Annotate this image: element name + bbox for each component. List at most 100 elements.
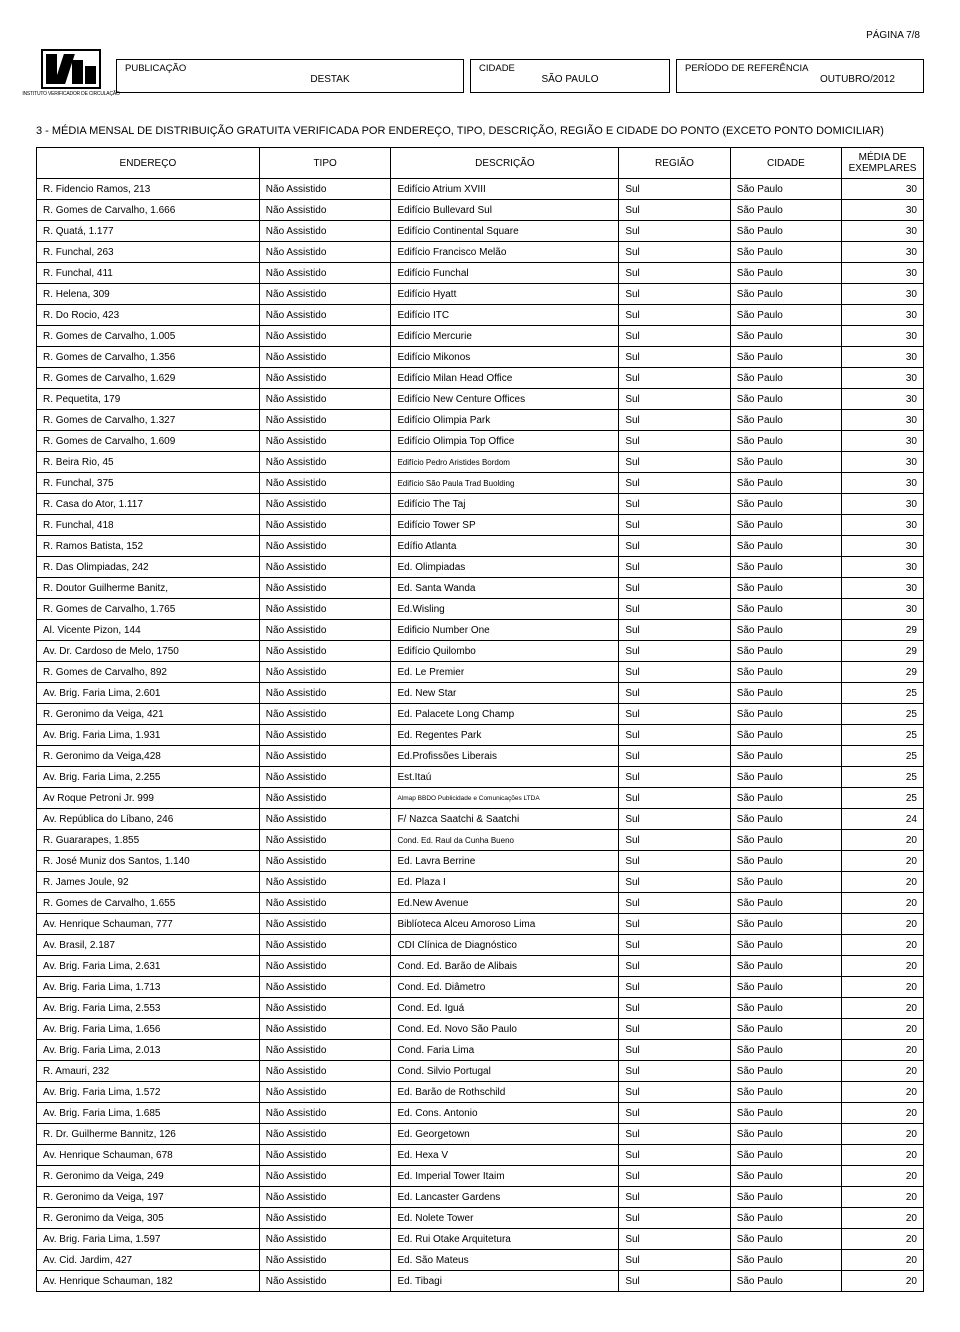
table-cell: Edifício São Paula Trad Buolding	[391, 473, 619, 494]
table-cell: R. Funchal, 411	[37, 263, 260, 284]
table-cell: Almap BBDO Publicidade e Comunicações LT…	[391, 788, 619, 809]
table-cell: Sul	[619, 410, 730, 431]
table-cell: São Paulo	[730, 893, 841, 914]
table-cell: R. Gomes de Carvalho, 1.765	[37, 599, 260, 620]
table-cell: R. Geronimo da Veiga, 249	[37, 1166, 260, 1187]
table-cell: São Paulo	[730, 767, 841, 788]
table-cell: Não Assistido	[259, 221, 391, 242]
table-cell: São Paulo	[730, 179, 841, 200]
table-cell: 20	[842, 1187, 924, 1208]
table-cell: São Paulo	[730, 662, 841, 683]
table-cell: Não Assistido	[259, 368, 391, 389]
table-cell: Não Assistido	[259, 1208, 391, 1229]
table-cell: Sul	[619, 473, 730, 494]
table-cell: R. James Joule, 92	[37, 872, 260, 893]
table-cell: Sul	[619, 557, 730, 578]
table-cell: 30	[842, 494, 924, 515]
table-row: R. Pequetita, 179Não AssistidoEdifício N…	[37, 389, 924, 410]
header-box-period: PERÍODO DE REFERÊNCIA OUTUBRO/2012	[676, 59, 924, 93]
table-cell: Av Roque Petroni Jr. 999	[37, 788, 260, 809]
table-cell: São Paulo	[730, 536, 841, 557]
header-period-label: PERÍODO DE REFERÊNCIA	[685, 63, 809, 75]
table-row: Av. Brig. Faria Lima, 2.631Não Assistido…	[37, 956, 924, 977]
table-cell: São Paulo	[730, 1187, 841, 1208]
table-cell: Edifício Olimpia Park	[391, 410, 619, 431]
table-row: Av. Brig. Faria Lima, 1.685Não Assistido…	[37, 1103, 924, 1124]
table-cell: São Paulo	[730, 935, 841, 956]
table-cell: Av. Brig. Faria Lima, 1.713	[37, 977, 260, 998]
table-body: R. Fidencio Ramos, 213Não AssistidoEdifí…	[37, 179, 924, 1292]
table-cell: Sul	[619, 599, 730, 620]
table-cell: R. Amauri, 232	[37, 1061, 260, 1082]
ivc-logo-icon	[41, 49, 101, 89]
table-cell: Não Assistido	[259, 914, 391, 935]
table-cell: Edifício Francisco Melão	[391, 242, 619, 263]
table-cell: 20	[842, 1019, 924, 1040]
table-cell: São Paulo	[730, 1250, 841, 1271]
table-cell: Ed. Santa Wanda	[391, 578, 619, 599]
table-cell: Não Assistido	[259, 956, 391, 977]
table-cell: Edifício The Taj	[391, 494, 619, 515]
table-row: R. Geronimo da Veiga,428Não AssistidoEd.…	[37, 746, 924, 767]
table-cell: Sul	[619, 725, 730, 746]
table-row: R. Helena, 309Não AssistidoEdifício Hyat…	[37, 284, 924, 305]
table-cell: R. Gomes de Carvalho, 892	[37, 662, 260, 683]
table-cell: 20	[842, 1082, 924, 1103]
table-row: Av. Brig. Faria Lima, 1.931Não Assistido…	[37, 725, 924, 746]
table-cell: Edifício Quilombo	[391, 641, 619, 662]
table-cell: 20	[842, 998, 924, 1019]
table-cell: Edifício Bullevard Sul	[391, 200, 619, 221]
table-cell: Ed.Wisling	[391, 599, 619, 620]
table-cell: 30	[842, 221, 924, 242]
table-cell: R. Gomes de Carvalho, 1.655	[37, 893, 260, 914]
table-cell: R. José Muniz dos Santos, 1.140	[37, 851, 260, 872]
table-cell: R. Casa do Ator, 1.117	[37, 494, 260, 515]
table-cell: Sul	[619, 1229, 730, 1250]
table-row: R. Gomes de Carvalho, 1.765Não Assistido…	[37, 599, 924, 620]
table-row: R. Gomes de Carvalho, 1.655Não Assistido…	[37, 893, 924, 914]
table-cell: Não Assistido	[259, 1166, 391, 1187]
table-cell: São Paulo	[730, 725, 841, 746]
table-cell: Não Assistido	[259, 830, 391, 851]
table-cell: Sul	[619, 200, 730, 221]
table-cell: Biblíoteca Alceu Amoroso Lima	[391, 914, 619, 935]
table-cell: São Paulo	[730, 809, 841, 830]
table-cell: Sul	[619, 368, 730, 389]
table-cell: R. Beira Rio, 45	[37, 452, 260, 473]
table-cell: 20	[842, 851, 924, 872]
table-cell: R. Ramos Batista, 152	[37, 536, 260, 557]
table-cell: São Paulo	[730, 284, 841, 305]
table-row: Av. República do Líbano, 246Não Assistid…	[37, 809, 924, 830]
table-cell: Sul	[619, 431, 730, 452]
table-cell: Sul	[619, 326, 730, 347]
table-cell: São Paulo	[730, 599, 841, 620]
table-cell: Edifício ITC	[391, 305, 619, 326]
table-cell: Ed. Palacete Long Champ	[391, 704, 619, 725]
table-cell: Edifício Continental Square	[391, 221, 619, 242]
table-cell: 30	[842, 179, 924, 200]
table-row: R. Gomes de Carvalho, 1.356Não Assistido…	[37, 347, 924, 368]
table-cell: 20	[842, 1103, 924, 1124]
table-cell: Não Assistido	[259, 179, 391, 200]
table-row: Av. Brig. Faria Lima, 1.597Não Assistido…	[37, 1229, 924, 1250]
table-cell: 25	[842, 746, 924, 767]
table-cell: Não Assistido	[259, 1019, 391, 1040]
table-cell: Sul	[619, 452, 730, 473]
table-cell: São Paulo	[730, 998, 841, 1019]
table-cell: 30	[842, 326, 924, 347]
table-cell: Ed. Olimpiadas	[391, 557, 619, 578]
table-cell: Sul	[619, 494, 730, 515]
table-cell: Sul	[619, 1208, 730, 1229]
table-cell: Sul	[619, 1082, 730, 1103]
table-cell: Edifício Olimpia Top Office	[391, 431, 619, 452]
table-row: R. Gomes de Carvalho, 892Não AssistidoEd…	[37, 662, 924, 683]
table-cell: Sul	[619, 872, 730, 893]
table-cell: 29	[842, 641, 924, 662]
table-cell: Sul	[619, 956, 730, 977]
table-row: Av. Brig. Faria Lima, 2.013Não Assistido…	[37, 1040, 924, 1061]
table-row: R. Do Rocio, 423Não AssistidoEdifício IT…	[37, 305, 924, 326]
header-pub-value: DESTAK	[230, 74, 349, 87]
table-cell: Sul	[619, 1145, 730, 1166]
table-cell: 29	[842, 662, 924, 683]
table-cell: São Paulo	[730, 326, 841, 347]
